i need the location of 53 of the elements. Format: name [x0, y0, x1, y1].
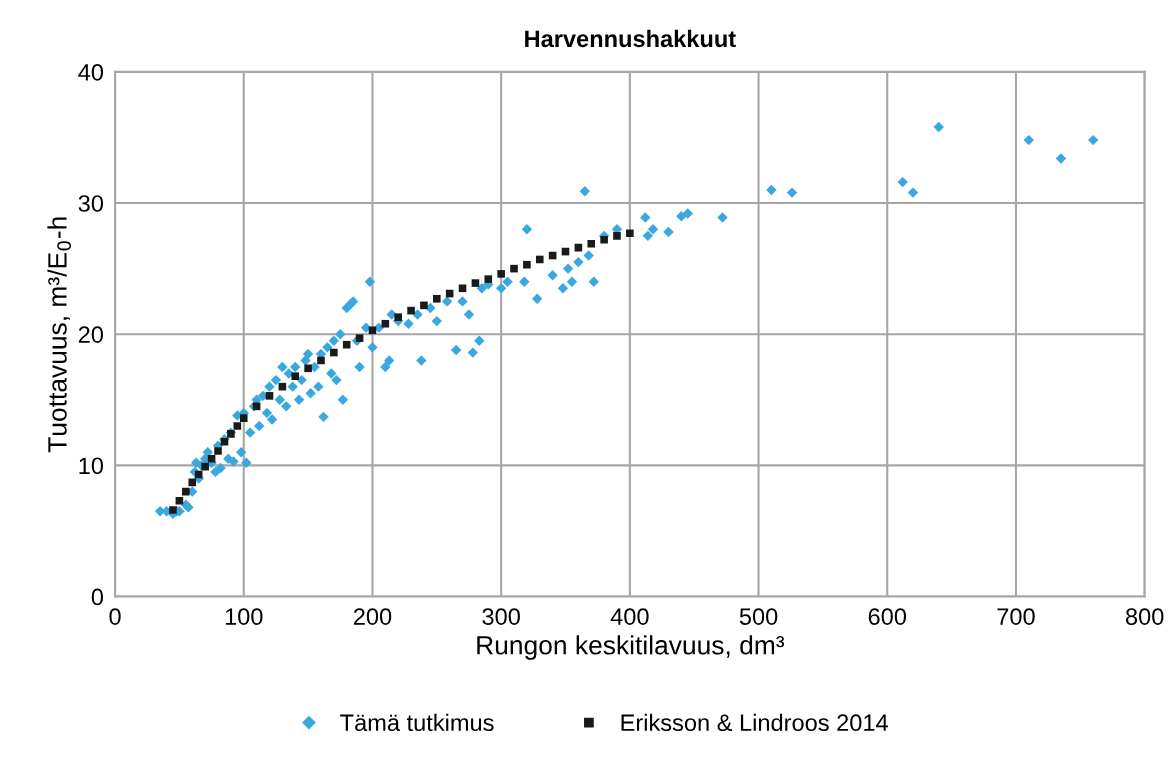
point: [433, 295, 441, 303]
point: [304, 364, 312, 373]
point: [368, 326, 377, 335]
point: [342, 340, 351, 349]
point: [265, 392, 274, 400]
point: [587, 239, 596, 248]
point: [497, 270, 505, 278]
point: [201, 462, 209, 471]
point: [626, 229, 634, 238]
point: [613, 232, 621, 240]
point: [188, 478, 197, 487]
y-tick-label: 0: [91, 588, 104, 606]
point: [194, 470, 203, 479]
point: [510, 264, 518, 273]
x-tick-label: 300: [482, 608, 520, 625]
point: [220, 437, 229, 446]
x-tick-label: 500: [739, 608, 778, 625]
x-tick-label: 700: [997, 608, 1035, 625]
point: [381, 319, 390, 328]
point: [233, 422, 242, 430]
x-tick-label: 100: [225, 608, 263, 625]
point: [182, 487, 190, 496]
point: [407, 306, 415, 315]
point: [291, 372, 300, 380]
y-tick-label: 10: [79, 457, 104, 475]
point: [420, 301, 428, 310]
chart-title: Harvennushakkuut: [525, 29, 736, 48]
point: [207, 455, 216, 463]
point: [317, 356, 325, 365]
x-tick-label: 400: [610, 608, 649, 625]
legend-label: Eriksson & Lindroos 2014: [621, 713, 888, 732]
x-tick-label: 0: [109, 608, 121, 625]
point: [600, 235, 608, 244]
point: [355, 334, 364, 342]
point: [175, 496, 184, 505]
y-axis-title: Tuottavuus, m³/E$_{0}$-h: [47, 217, 72, 453]
point: [330, 348, 338, 357]
point: [523, 260, 531, 269]
y-tick-label: 30: [78, 195, 104, 212]
legend-label: Tämä tutkimus: [340, 713, 494, 732]
point: [214, 447, 222, 455]
point: [394, 313, 402, 321]
x-tick-label: 600: [868, 608, 907, 625]
x-tick-label: 800: [1125, 608, 1164, 625]
point: [169, 506, 177, 514]
y-tick-label: 20: [78, 326, 104, 343]
x-tick-label: 200: [353, 608, 392, 625]
point: [535, 255, 544, 264]
y-tick-label: 40: [78, 63, 104, 81]
point: [471, 279, 480, 287]
point: [239, 414, 248, 422]
x-axis-title: Rungon keskitilavuus, dm³: [477, 635, 785, 660]
point: [484, 275, 493, 283]
